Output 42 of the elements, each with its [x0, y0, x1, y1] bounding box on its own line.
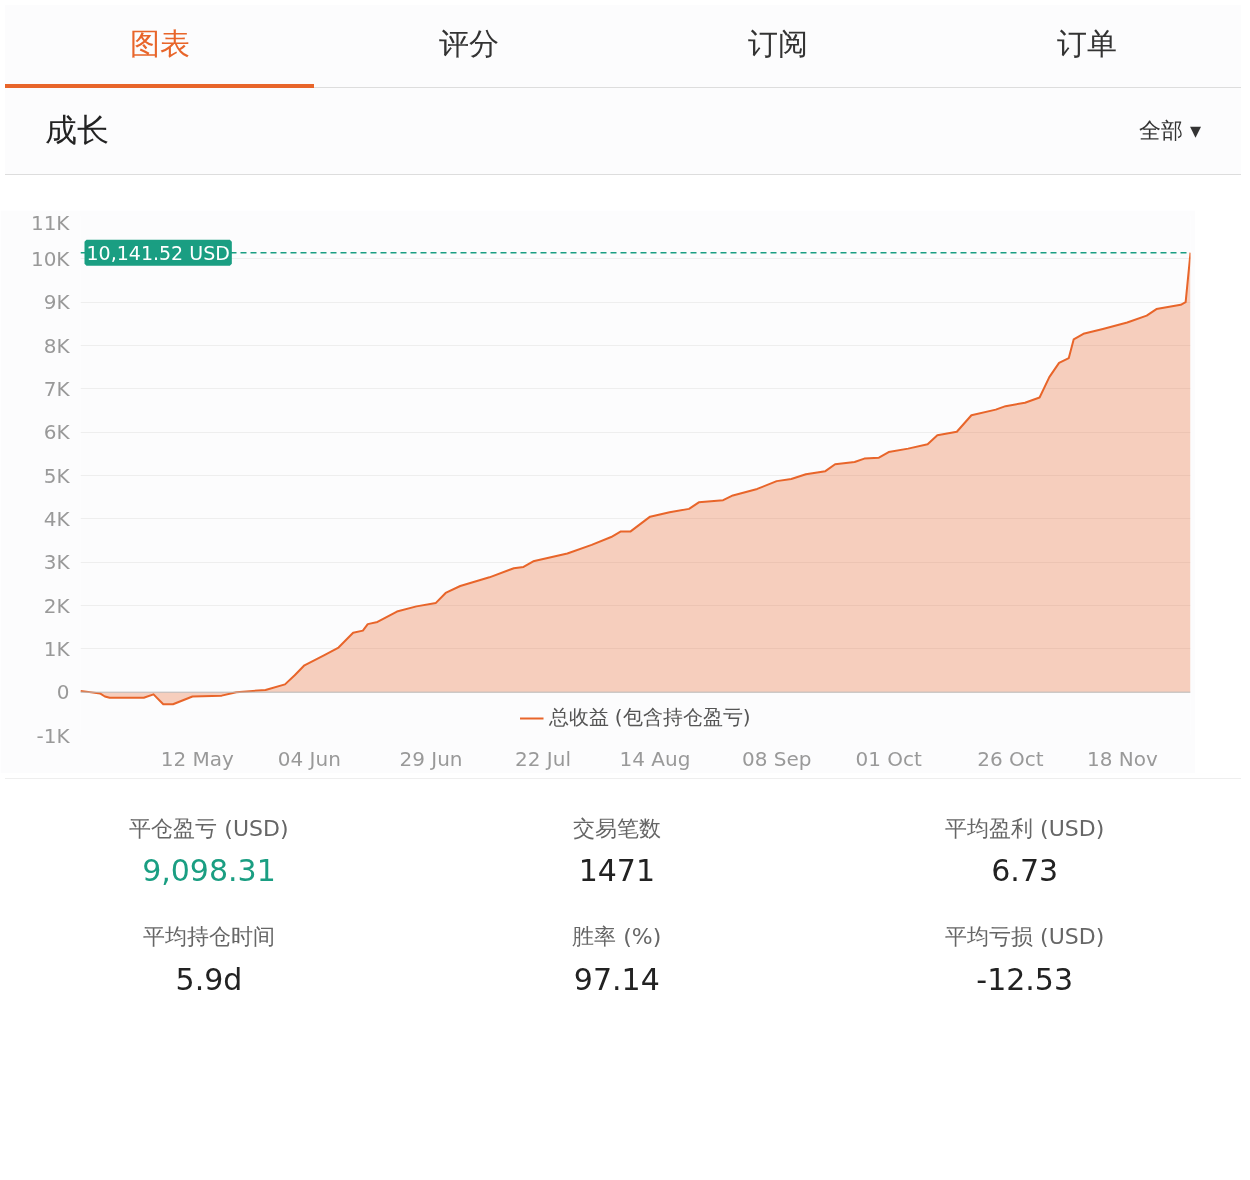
y-tick-label: 4K	[43, 506, 71, 531]
y-tick-label: 3K	[43, 550, 71, 575]
text: 图表	[5, 5, 314, 88]
text: 订阅	[623, 5, 932, 88]
text: -12.53	[975, 960, 1075, 999]
y-tick-label: 5K	[43, 463, 71, 488]
text: 评分	[314, 5, 623, 88]
x-tick-label: 12 May	[160, 746, 235, 771]
x-tick-label: 14 Aug	[619, 746, 691, 771]
ref-line-label: 10,141.52 USD	[86, 241, 230, 264]
text: 97.14	[572, 960, 661, 999]
y-tick-label: 1K	[43, 636, 71, 661]
y-tick-label: 10K	[30, 246, 71, 271]
text: 9,098.31	[141, 852, 277, 891]
y-tick-label: 11K	[30, 210, 71, 235]
y-tick-label: 8K	[43, 333, 71, 358]
text: 1471	[577, 852, 656, 891]
y-tick-label: 2K	[43, 593, 71, 618]
x-tick-label: 04 Jun	[277, 746, 341, 771]
x-tick-label: 29 Jun	[399, 746, 463, 771]
y-tick-label: 7K	[43, 376, 71, 401]
text: 平均亏损 (USD)	[944, 923, 1106, 952]
text: 平仓盈亏 (USD)	[128, 815, 290, 843]
text: 平均盈利 (USD)	[944, 815, 1106, 843]
y-tick-label: -1K	[36, 723, 71, 748]
text: 胜率 (%)	[571, 923, 663, 952]
text: 6.73	[990, 852, 1060, 891]
x-tick-label: 18 Nov	[1086, 746, 1158, 771]
text: 交易笔数	[571, 815, 662, 843]
text: 5.9d	[174, 960, 244, 999]
y-tick-label: 6K	[43, 420, 71, 445]
text: 全部 ▾	[1138, 117, 1201, 145]
x-tick-label: 22 Jul	[515, 746, 571, 771]
text: 平均持仓时间	[141, 923, 276, 952]
x-tick-label: 26 Oct	[977, 746, 1044, 771]
x-tick-label: 01 Oct	[855, 746, 923, 771]
legend-label: 总收益 (包含持仓盈亏)	[548, 704, 751, 731]
chart-title: 成长	[45, 109, 109, 151]
text: 订单	[932, 5, 1241, 88]
y-tick-label: 9K	[43, 290, 71, 315]
x-tick-label: 08 Sep	[741, 746, 812, 771]
y-tick-label: 0	[56, 680, 70, 705]
